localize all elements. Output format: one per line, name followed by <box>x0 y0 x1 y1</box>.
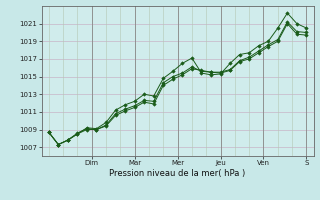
X-axis label: Pression niveau de la mer( hPa ): Pression niveau de la mer( hPa ) <box>109 169 246 178</box>
